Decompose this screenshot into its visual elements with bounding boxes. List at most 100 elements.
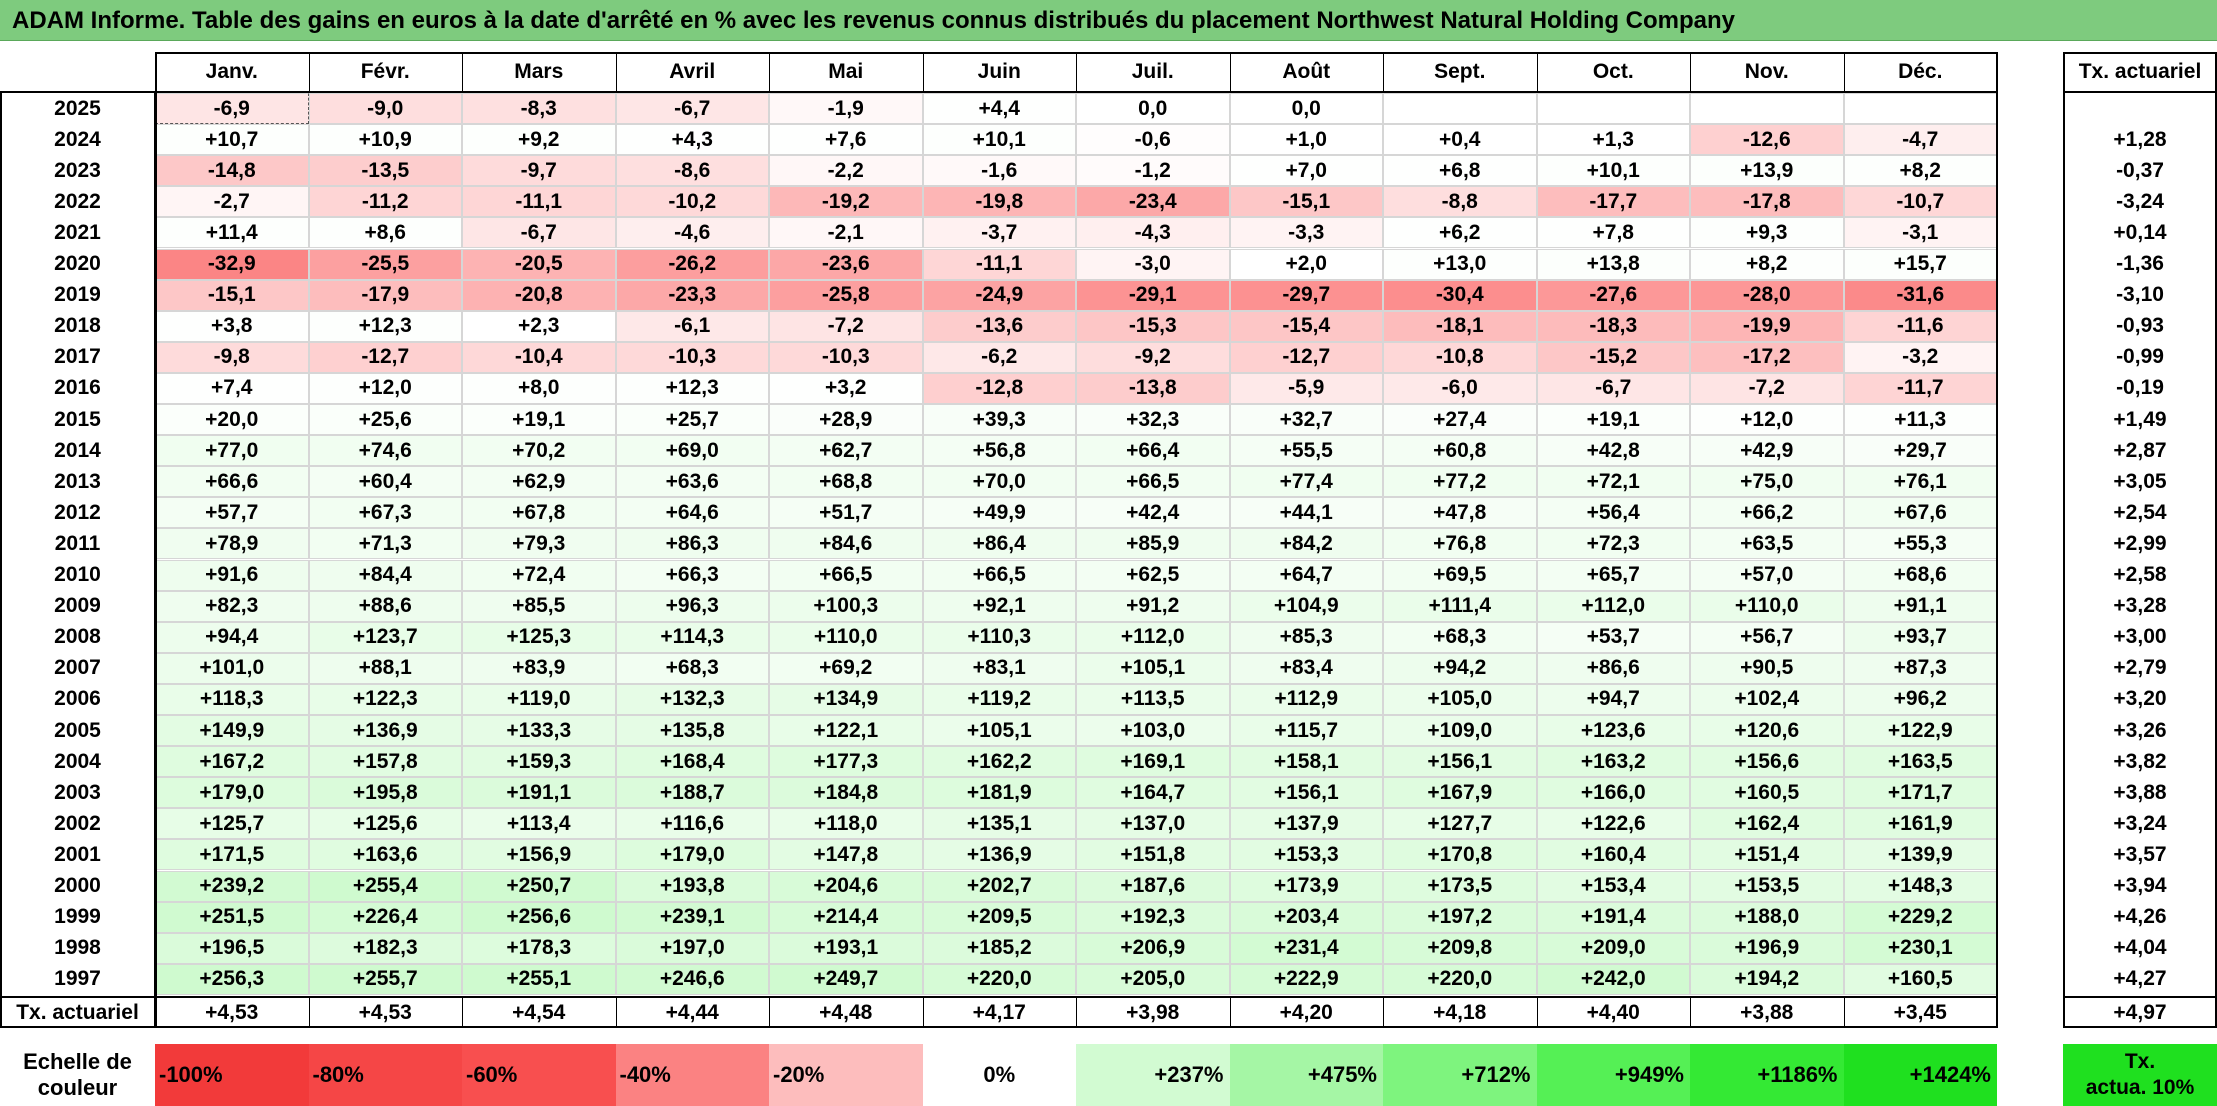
table-cell: -3,2 bbox=[1843, 341, 1997, 373]
table-cell: +220,0 bbox=[922, 963, 1076, 995]
column-divider bbox=[615, 997, 617, 1028]
table-cell: +62,5 bbox=[1076, 559, 1230, 591]
table-cell: +94,7 bbox=[1536, 683, 1690, 715]
column-divider bbox=[1383, 997, 1384, 1028]
year-label: 2000 bbox=[54, 874, 101, 898]
table-cell: +66,5 bbox=[922, 559, 1076, 591]
table-cell: +156,9 bbox=[462, 839, 616, 871]
table-cell: -9,7 bbox=[462, 155, 616, 187]
table-cell: +255,7 bbox=[308, 963, 462, 995]
year-label: 1998 bbox=[54, 936, 101, 960]
report-title-bar: ADAM Informe. Table des gains en euros à… bbox=[0, 0, 2217, 41]
table-cell: +205,0 bbox=[1076, 963, 1230, 995]
table-cell: +132,3 bbox=[615, 683, 769, 715]
table-cell: +3,8 bbox=[155, 310, 309, 342]
table-cell: +111,4 bbox=[1383, 590, 1537, 622]
column-divider bbox=[1690, 52, 1691, 91]
table-cell: +68,6 bbox=[1843, 559, 1997, 591]
table-cell: +51,7 bbox=[769, 497, 923, 529]
table-cell: +160,5 bbox=[1690, 777, 1844, 809]
column-divider bbox=[615, 52, 617, 91]
month-header: Janv. bbox=[205, 59, 258, 83]
color-scale-swatch: -80% bbox=[308, 1044, 462, 1106]
table-cell: +12,3 bbox=[615, 372, 769, 404]
table-cell: +10,1 bbox=[1536, 155, 1690, 187]
table-cell: +112,0 bbox=[1076, 621, 1230, 653]
column-divider bbox=[1076, 997, 1077, 1028]
table-cell: +96,2 bbox=[1843, 683, 1997, 715]
column-divider bbox=[1229, 52, 1231, 91]
footer-cell: +3,45 bbox=[1893, 1000, 1947, 1024]
table-cell: +62,7 bbox=[769, 435, 923, 467]
table-cell: +88,6 bbox=[308, 590, 462, 622]
table-cell: -15,2 bbox=[1536, 341, 1690, 373]
table-cell: +10,7 bbox=[155, 124, 309, 156]
table-cell: -10,3 bbox=[769, 341, 923, 373]
year-label: 2013 bbox=[54, 469, 101, 493]
column-divider bbox=[1383, 52, 1384, 91]
table-cell: +162,2 bbox=[922, 746, 1076, 778]
table-cell: +1,0 bbox=[1229, 124, 1383, 156]
column-divider bbox=[769, 997, 770, 1028]
column-divider bbox=[308, 997, 310, 1028]
table-cell: +66,2 bbox=[1690, 497, 1844, 529]
table-cell: +104,9 bbox=[1229, 590, 1383, 622]
table-cell: +110,3 bbox=[922, 621, 1076, 653]
table-cell: +84,2 bbox=[1229, 528, 1383, 560]
table-cell: +119,0 bbox=[462, 683, 616, 715]
table-cell: +179,0 bbox=[615, 839, 769, 871]
table-cell: -13,6 bbox=[922, 310, 1076, 342]
table-cell: +101,0 bbox=[155, 652, 309, 684]
table-cell: +70,2 bbox=[462, 435, 616, 467]
footer-rule bbox=[2063, 995, 2217, 998]
table-cell: +55,3 bbox=[1843, 528, 1997, 560]
year-label: 2011 bbox=[54, 531, 101, 555]
rate-cell: +1,49 bbox=[2113, 407, 2167, 431]
rate-cell: +2,58 bbox=[2113, 563, 2167, 587]
year-label: 2021 bbox=[54, 220, 101, 244]
table-cell: +6,2 bbox=[1383, 217, 1537, 249]
table-cell: +11,3 bbox=[1843, 404, 1997, 436]
table-cell: +66,5 bbox=[769, 559, 923, 591]
table-cell: +169,1 bbox=[1076, 746, 1230, 778]
year-label: 2002 bbox=[54, 811, 101, 835]
table-cell: +229,2 bbox=[1843, 901, 1997, 933]
table-cell: -11,1 bbox=[462, 186, 616, 218]
table-cell: -19,2 bbox=[769, 186, 923, 218]
rate-cell: +2,87 bbox=[2113, 438, 2167, 462]
rate-cell: -1,36 bbox=[2116, 252, 2164, 276]
table-cell: +122,6 bbox=[1536, 808, 1690, 840]
table-cell: +134,9 bbox=[769, 683, 923, 715]
table-cell: -9,8 bbox=[155, 341, 309, 373]
table-cell: +8,6 bbox=[308, 217, 462, 249]
table-cell: +76,1 bbox=[1843, 466, 1997, 498]
rate-cell: +4,26 bbox=[2113, 905, 2167, 929]
table-cell: -15,4 bbox=[1229, 310, 1383, 342]
table-cell: +25,7 bbox=[615, 404, 769, 436]
table-cell: +60,8 bbox=[1383, 435, 1537, 467]
table-cell: +25,6 bbox=[308, 404, 462, 436]
table-cell: -10,2 bbox=[615, 186, 769, 218]
table-cell: +133,3 bbox=[462, 715, 616, 747]
table-cell: +69,2 bbox=[769, 652, 923, 684]
table-cell: +13,9 bbox=[1690, 155, 1844, 187]
header-rule bbox=[0, 91, 1998, 93]
column-divider bbox=[922, 52, 924, 91]
table-cell: -1,6 bbox=[922, 155, 1076, 187]
table-cell: +75,0 bbox=[1690, 466, 1844, 498]
table-cell: +72,3 bbox=[1536, 528, 1690, 560]
table-cell: +0,4 bbox=[1383, 124, 1537, 156]
rate-cell: +2,79 bbox=[2113, 656, 2167, 680]
table-cell: +72,1 bbox=[1536, 466, 1690, 498]
table-cell: -6,9 bbox=[155, 93, 309, 125]
month-header: Nov. bbox=[1744, 59, 1789, 83]
year-label: 2008 bbox=[54, 625, 101, 649]
table-cell: +86,6 bbox=[1536, 652, 1690, 684]
table-cell: +15,7 bbox=[1843, 248, 1997, 280]
table-cell: +77,4 bbox=[1229, 466, 1383, 498]
table-cell: -20,5 bbox=[462, 248, 616, 280]
table-cell: +151,8 bbox=[1076, 839, 1230, 871]
table-cell: +70,0 bbox=[922, 466, 1076, 498]
table-cell: +171,7 bbox=[1843, 777, 1997, 809]
table-cell: +256,6 bbox=[462, 901, 616, 933]
